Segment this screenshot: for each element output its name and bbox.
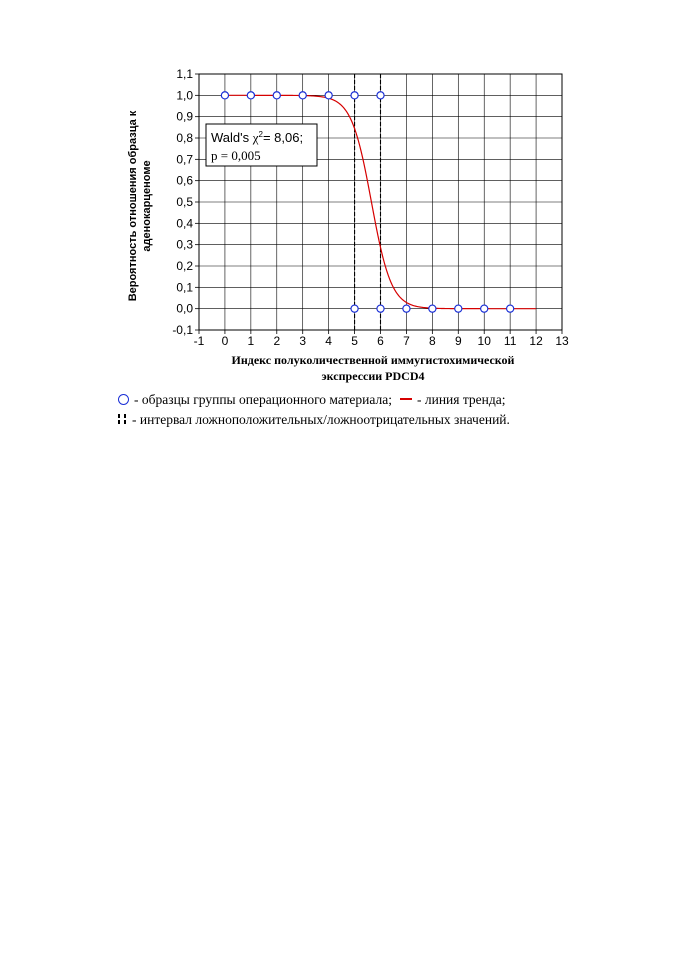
x-tick-label: 2 — [273, 334, 280, 348]
data-point — [402, 304, 411, 313]
x-tick-label: -1 — [194, 334, 205, 348]
y-tick-label: 1,0 — [176, 88, 193, 102]
x-tick-label: 0 — [222, 334, 229, 348]
annotation-p-value: p = 0,005 — [211, 148, 261, 163]
x-tick-label: 11 — [504, 334, 517, 348]
data-point — [220, 91, 230, 100]
y-tick-label: 0,0 — [176, 302, 193, 316]
y-tick-label: 0,6 — [176, 174, 193, 188]
y-tick-label: 0,3 — [176, 238, 193, 252]
y-tick-label: 0,2 — [176, 259, 193, 273]
data-point — [428, 304, 437, 313]
y-tick-label: 0,7 — [176, 152, 193, 166]
y-tick-label: 0,4 — [176, 216, 193, 230]
y-tick-label: 0,8 — [176, 131, 193, 145]
legend-points-label: - образцы группы операционного материала… — [134, 392, 392, 407]
tick-marks — [195, 73, 563, 334]
x-tick-label: 3 — [299, 334, 306, 348]
y-tick-label: 0,5 — [176, 195, 193, 209]
legend-points-icon — [118, 394, 129, 405]
y-tick-labels: -0,1 0,0 0,1 0,2 0,3 0,4 0,5 0,6 0,7 0,8 0,9 1,0 1,1 — [172, 67, 193, 337]
y-tick-label: -0,1 — [172, 323, 193, 337]
data-point — [505, 304, 515, 313]
x-axis-label-line1: Индекс полуколичественной иммугистохимич… — [232, 353, 515, 367]
legend-trend-label: - линия тренда; — [416, 392, 506, 407]
data-point — [272, 91, 281, 100]
x-tick-label: 10 — [478, 334, 492, 348]
y-tick-label: 1,1 — [176, 67, 193, 81]
y-axis-label-line1: Вероятность отношения образца к — [127, 110, 139, 301]
x-tick-label: 12 — [529, 334, 543, 348]
legend-row-1: - образцы группы операционного материала… — [118, 392, 506, 408]
data-points — [220, 91, 515, 313]
annotation-wald: Wald's χ2= 8,06; — [211, 130, 303, 145]
x-tick-label: 8 — [429, 334, 436, 348]
data-point — [324, 91, 333, 100]
x-tick-label: 7 — [403, 334, 410, 348]
x-tick-labels: -1 0 1 2 3 4 5 6 7 8 9 10 11 12 13 — [194, 334, 569, 348]
legend-row-2: - интервал ложноположительных/ложноотриц… — [118, 412, 510, 428]
data-point — [350, 91, 359, 100]
data-point — [454, 304, 463, 313]
data-point — [376, 304, 385, 313]
legend-interval-icon — [118, 414, 127, 426]
legend-interval-label: - интервал ложноположительных/ложноотриц… — [132, 412, 510, 427]
x-tick-label: 6 — [377, 334, 384, 348]
x-tick-label: 9 — [455, 334, 462, 348]
interval-lines — [354, 74, 382, 330]
x-tick-label: 5 — [351, 334, 358, 348]
data-point — [298, 91, 307, 100]
y-tick-label: 0,9 — [176, 110, 193, 124]
y-axis-label-line2: аденокарценоме — [141, 160, 153, 251]
data-point — [350, 304, 359, 313]
x-tick-label: 1 — [248, 334, 255, 348]
data-point — [246, 91, 256, 100]
data-point — [376, 91, 385, 100]
y-tick-label: 0,1 — [176, 280, 193, 294]
x-axis-label-line2: экспрессии PDCD4 — [322, 369, 425, 383]
x-tick-label: 13 — [555, 334, 569, 348]
legend-trend-icon — [399, 398, 412, 400]
annotation-box: Wald's χ2= 8,06; p = 0,005 — [205, 123, 318, 167]
x-tick-label: 4 — [325, 334, 332, 348]
data-point — [480, 304, 489, 313]
